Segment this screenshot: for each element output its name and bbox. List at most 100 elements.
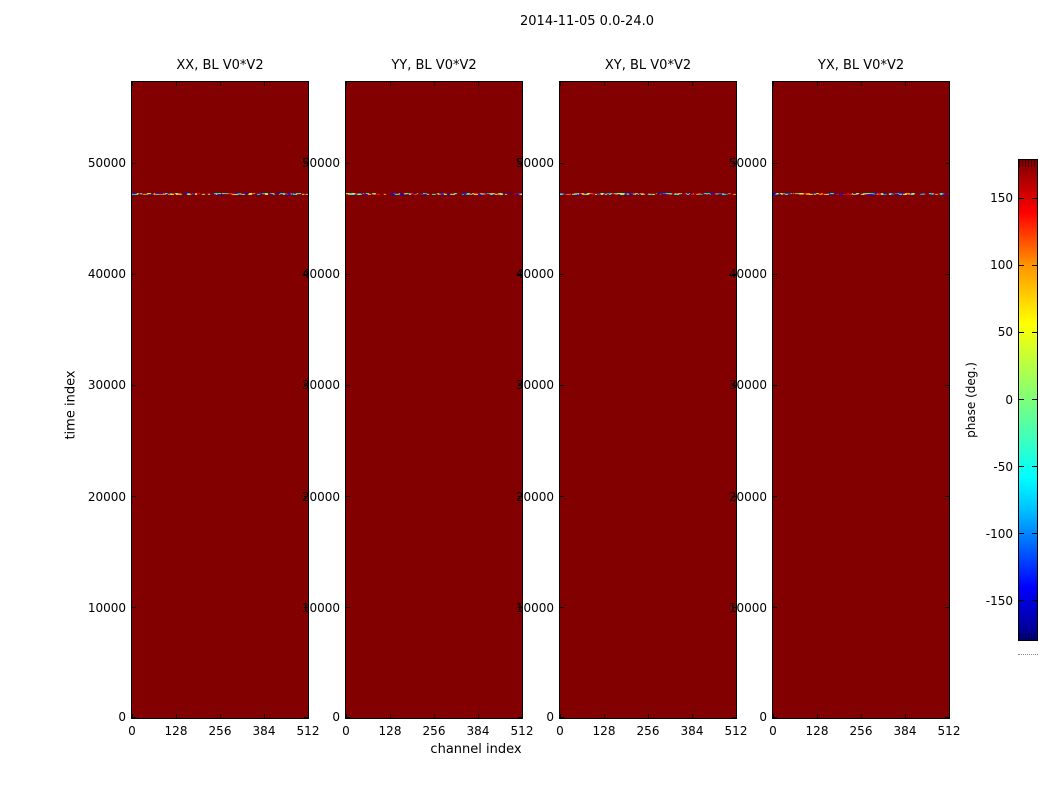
x-tick-mark [735, 82, 737, 86]
y-tick-mark [518, 162, 522, 164]
colorbar-tick-label: 100 [990, 258, 1013, 273]
y-tick-mark [732, 384, 736, 386]
y-tick-label: 40000 [728, 267, 767, 282]
colorbar-tick-label: -100 [985, 526, 1013, 541]
x-tick-mark [131, 82, 133, 86]
figure-title: 2014-11-05 0.0-24.0 [520, 14, 654, 29]
x-tick-mark [559, 714, 561, 718]
x-tick-mark [904, 714, 906, 718]
x-tick-mark [691, 714, 693, 718]
y-tick-label: 50000 [87, 156, 126, 170]
y-tick-mark [346, 607, 350, 609]
x-tick-label: 384 [252, 724, 276, 738]
x-tick-label: 256 [849, 724, 873, 738]
colorbar-tick-mark [1019, 399, 1024, 400]
y-tick-mark [346, 162, 350, 164]
x-tick-label: 128 [805, 724, 829, 738]
y-tick-label: 50000 [301, 156, 340, 170]
y-tick-mark [518, 496, 522, 498]
noise-data-row [346, 193, 522, 195]
y-tick-mark [560, 496, 564, 498]
y-tick-label: 0 [332, 710, 340, 724]
x-tick-mark [948, 82, 950, 86]
colorbar-tick-mark [1019, 197, 1024, 199]
y-tick-mark [132, 273, 136, 275]
x-tick-label: 0 [128, 724, 136, 738]
y-tick-label: 20000 [301, 489, 340, 504]
x-tick-mark [175, 82, 177, 86]
y-tick-mark [945, 384, 949, 386]
x-tick-label: 128 [592, 724, 616, 738]
y-tick-mark [945, 162, 949, 164]
y-tick-mark [132, 607, 136, 609]
y-tick-mark [132, 162, 136, 164]
colorbar-tick-mark [1019, 600, 1024, 602]
y-tick-mark [518, 607, 522, 609]
x-tick-mark [477, 82, 479, 86]
y-tick-mark [132, 496, 136, 498]
y-tick-label: 10000 [301, 600, 340, 615]
x-tick-mark [735, 714, 737, 718]
y-tick-label: 30000 [728, 378, 767, 393]
colorbar-tick-mark [1032, 264, 1037, 266]
x-tick-mark [772, 714, 774, 718]
x-tick-label: 512 [724, 724, 748, 738]
x-tick-mark [219, 714, 221, 718]
y-tick-mark [518, 716, 522, 718]
panel-title-yy: YY, BL V0*V2 [391, 58, 477, 73]
y-tick-mark [732, 716, 736, 718]
colorbar-tick-mark [1019, 533, 1024, 535]
y-tick-mark [773, 607, 777, 609]
colorbar-tick-mark [1032, 466, 1037, 468]
heatmap-panel-yy [345, 81, 523, 719]
heatmap-panel-yx [772, 81, 950, 719]
x-tick-mark [263, 82, 265, 86]
colorbar-tick-label: -150 [985, 593, 1013, 608]
colorbar-tick-label: -50 [993, 459, 1013, 474]
x-tick-label: 128 [164, 724, 188, 738]
y-tick-mark [304, 273, 308, 275]
colorbar-bottom-hatch-artifact [1019, 633, 1037, 640]
heatmap-panel-xy [559, 81, 737, 719]
x-tick-label: 128 [378, 724, 402, 738]
x-tick-mark [860, 714, 862, 718]
x-tick-mark [433, 714, 435, 718]
y-tick-label: 30000 [515, 378, 554, 393]
y-tick-mark [560, 273, 564, 275]
colorbar-tick-mark [1032, 197, 1037, 199]
y-tick-mark [346, 273, 350, 275]
panel-title-xy: XY, BL V0*V2 [604, 58, 692, 73]
x-tick-mark [345, 714, 347, 718]
x-tick-label: 256 [636, 724, 660, 738]
colorbar [1018, 159, 1038, 641]
x-tick-mark [647, 82, 649, 86]
x-tick-mark [175, 714, 177, 718]
y-tick-mark [304, 162, 308, 164]
y-tick-label: 10000 [515, 600, 554, 615]
x-tick-label: 0 [769, 724, 777, 738]
y-tick-mark [732, 607, 736, 609]
y-tick-mark [773, 496, 777, 498]
panel-title-yx: YX, BL V0*V2 [817, 58, 905, 73]
x-tick-mark [860, 82, 862, 86]
colorbar-tick-mark [1019, 466, 1024, 468]
y-tick-mark [732, 273, 736, 275]
x-tick-mark [433, 82, 435, 86]
y-tick-mark [773, 716, 777, 718]
y-tick-mark [560, 162, 564, 164]
colorbar-tick-mark [1032, 331, 1037, 333]
colorbar-tick-label: 0 [1005, 392, 1013, 407]
x-tick-label: 256 [208, 724, 232, 738]
colorbar-tick-mark [1032, 399, 1037, 400]
y-tick-label: 30000 [301, 378, 340, 393]
colorbar-tick-label: 50 [997, 325, 1013, 340]
y-tick-mark [346, 496, 350, 498]
x-tick-mark [389, 82, 391, 86]
x-tick-mark [948, 714, 950, 718]
x-tick-mark [389, 714, 391, 718]
y-tick-label: 20000 [515, 489, 554, 504]
noise-data-row [132, 193, 308, 195]
x-tick-mark [647, 714, 649, 718]
noise-data-row [560, 193, 736, 195]
